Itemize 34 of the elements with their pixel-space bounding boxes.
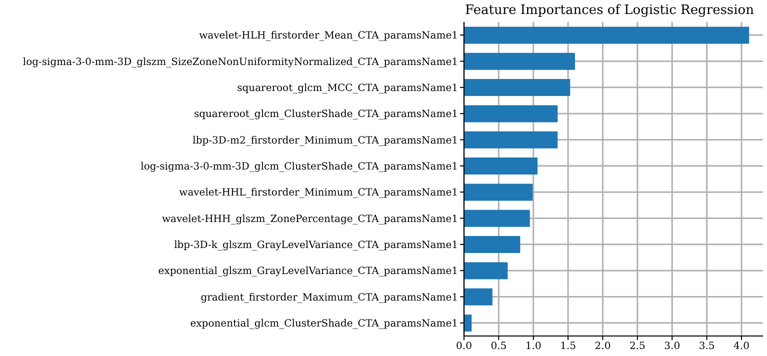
y-tick-label: squareroot_glcm_ClusterShade_CTA_paramsName1 [194, 109, 458, 120]
y-tick-label: exponential_glszm_GrayLevelVariance_CTA_paramsName1 [158, 266, 458, 278]
x-tick-label: 4.0 [734, 341, 750, 352]
bar [464, 105, 558, 122]
x-tick-label: 2.0 [594, 341, 611, 352]
bar [464, 210, 530, 227]
x-tick-label: 0.0 [456, 341, 472, 352]
bar [464, 314, 472, 332]
x-tick-label: 1.0 [525, 341, 542, 352]
x-tick-label: 2.5 [629, 341, 646, 352]
y-tick-label: squareroot_glcm_MCC_CTA_paramsName1 [237, 82, 458, 94]
bar [464, 288, 492, 306]
chart-title: Feature Importances of Logistic Regression [464, 3, 755, 18]
x-tick-label: 1.5 [560, 341, 576, 352]
y-tick-label: wavelet-HHH_glszm_ZonePercentage_CTA_paramsName1 [162, 214, 458, 225]
y-tick-label: wavelet-HHL_firstorder_Minimum_CTA_paramsName1 [179, 188, 458, 199]
bar [464, 184, 533, 201]
y-tick-label: log-sigma-3-0-mm-3D_glcm_ClusterShade_CTA_paramsName1 [140, 161, 458, 172]
y-tick-label: gradient_firstorder_Maximum_CTA_paramsName1 [200, 292, 458, 304]
bar [464, 26, 750, 44]
y-tick-label: lbp-3D-k_glszm_GrayLevelVariance_CTA_paramsName1 [174, 240, 458, 251]
y-tick-label: exponential_glcm_ClusterShade_CTA_paramsName1 [190, 318, 458, 330]
y-tick-label: wavelet-HLH_firstorder_Mean_CTA_paramsName1 [199, 30, 458, 42]
bar [464, 52, 575, 70]
bar [464, 262, 508, 280]
x-tick-label: 0.5 [490, 341, 507, 352]
bar [464, 158, 538, 175]
y-tick-label: log-sigma-3-0-mm-3D_glszm_SizeZoneNonUniformityNormalized_CTA_paramsName1 [22, 56, 458, 68]
x-tick-label: 3.0 [664, 341, 680, 352]
bar [464, 131, 558, 148]
y-tick-label: lbp-3D-m2_firstorder_Minimum_CTA_paramsName1 [192, 135, 458, 146]
x-tick-label: 3.5 [698, 341, 715, 352]
bar [464, 236, 520, 254]
bar [464, 79, 570, 96]
